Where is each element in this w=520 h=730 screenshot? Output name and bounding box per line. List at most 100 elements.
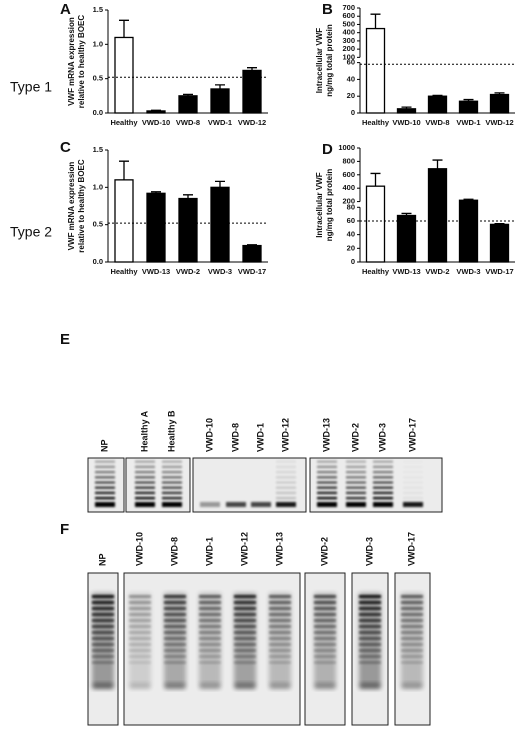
band bbox=[95, 502, 115, 507]
panel-label: F bbox=[60, 521, 69, 538]
y-tick-label: 300 bbox=[342, 36, 355, 45]
gel-lane bbox=[162, 460, 182, 507]
y-tick-label: 100 bbox=[342, 52, 355, 61]
band bbox=[401, 655, 423, 658]
band bbox=[129, 649, 151, 652]
x-tick-label: VWD-3 bbox=[456, 267, 480, 276]
bar bbox=[427, 168, 448, 263]
gel-lane bbox=[317, 460, 337, 507]
band bbox=[276, 460, 296, 463]
y-tick-label: 60 bbox=[347, 216, 355, 225]
band bbox=[346, 486, 366, 489]
band bbox=[162, 460, 182, 463]
band bbox=[164, 655, 186, 658]
band bbox=[373, 502, 393, 507]
smear bbox=[92, 593, 114, 688]
band bbox=[234, 613, 256, 616]
band bbox=[135, 486, 155, 489]
band bbox=[199, 619, 221, 622]
x-tick-label: Healthy bbox=[362, 267, 390, 276]
band bbox=[95, 496, 115, 500]
band bbox=[129, 601, 151, 604]
band bbox=[199, 613, 221, 616]
band bbox=[269, 613, 291, 616]
band bbox=[165, 683, 185, 689]
band bbox=[234, 661, 256, 664]
band bbox=[162, 470, 182, 474]
error-bar bbox=[247, 244, 257, 246]
x-tick-label: VWD-2 bbox=[425, 267, 449, 276]
smear bbox=[401, 593, 423, 688]
band bbox=[199, 625, 221, 628]
band bbox=[164, 637, 186, 640]
band bbox=[314, 613, 336, 616]
band bbox=[373, 460, 393, 463]
y-tick-label: 40 bbox=[347, 230, 355, 239]
band bbox=[164, 625, 186, 628]
band bbox=[346, 460, 366, 463]
band bbox=[373, 481, 393, 484]
band bbox=[317, 496, 337, 500]
band bbox=[346, 496, 366, 500]
band bbox=[162, 502, 182, 507]
error-bar bbox=[432, 159, 443, 169]
band bbox=[359, 631, 381, 634]
y-tick-label: 0.5 bbox=[93, 74, 103, 83]
band bbox=[251, 502, 271, 507]
band bbox=[226, 502, 246, 507]
smear bbox=[199, 593, 221, 688]
y-axis-label: VWF mRNA expression bbox=[67, 162, 76, 251]
y-tick-label: 0.0 bbox=[93, 108, 103, 117]
x-tick-label: Healthy bbox=[110, 267, 138, 276]
band bbox=[199, 607, 221, 610]
smear bbox=[129, 593, 151, 688]
x-tick-label: VWD-10 bbox=[392, 118, 420, 127]
band bbox=[162, 491, 182, 495]
x-tick-label: VWD-12 bbox=[485, 118, 513, 127]
bar bbox=[458, 100, 479, 114]
gel-lane bbox=[92, 593, 114, 689]
band bbox=[403, 471, 423, 474]
gel-lane bbox=[129, 593, 151, 689]
band bbox=[92, 661, 114, 664]
error-bar bbox=[119, 19, 129, 38]
panel-label: C bbox=[60, 139, 71, 156]
gel-lane bbox=[346, 460, 366, 507]
x-tick-label: VWD-10 bbox=[142, 118, 170, 127]
lane-label: NP bbox=[97, 553, 107, 566]
band bbox=[315, 683, 335, 689]
band bbox=[359, 601, 381, 604]
band bbox=[314, 601, 336, 604]
band bbox=[269, 595, 291, 598]
band bbox=[162, 465, 182, 469]
band bbox=[359, 643, 381, 646]
band bbox=[92, 643, 114, 646]
lane-label: VWD-8 bbox=[230, 423, 240, 452]
band bbox=[164, 631, 186, 634]
band bbox=[276, 481, 296, 484]
band bbox=[95, 465, 115, 469]
y-tick-label: 40 bbox=[347, 74, 355, 83]
band bbox=[162, 481, 182, 484]
band bbox=[92, 613, 114, 616]
y-tick-label: 1.5 bbox=[93, 5, 103, 14]
smear bbox=[314, 593, 336, 688]
band bbox=[403, 466, 423, 469]
band bbox=[373, 496, 393, 500]
band bbox=[269, 601, 291, 604]
band bbox=[403, 491, 423, 495]
bar bbox=[396, 108, 417, 114]
band bbox=[346, 481, 366, 484]
band bbox=[234, 595, 256, 598]
y-tick-label: 1.0 bbox=[93, 39, 103, 48]
band bbox=[359, 655, 381, 658]
x-tick-label: VWD-12 bbox=[238, 118, 266, 127]
band bbox=[92, 595, 114, 598]
band bbox=[269, 661, 291, 664]
x-tick-label: Healthy bbox=[362, 118, 390, 127]
error-bar bbox=[151, 109, 161, 111]
band bbox=[164, 649, 186, 652]
lane-label: VWD-13 bbox=[274, 532, 284, 566]
error-bar bbox=[494, 92, 505, 95]
band bbox=[199, 631, 221, 634]
